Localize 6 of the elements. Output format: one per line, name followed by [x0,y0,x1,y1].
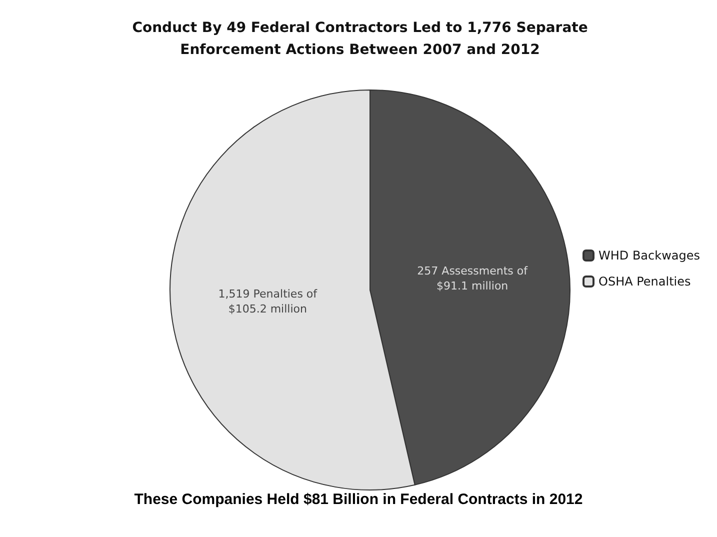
text: 257 Assessments of $91.1 million [417,264,528,292]
text: These Companies Held $81 Billion in Federal Contracts in 2012 [134,491,583,508]
legend-label: OSHA Penalties [598,274,691,288]
chart-title: Conduct By 49 Federal Contractors Led to 1,776 Separate Enforcement Actions Between 2007 and 2012 [132,20,588,58]
text: 1,519 Penalties of $105.2 million [218,288,318,316]
legend-label: WHD Backwages [598,248,700,262]
